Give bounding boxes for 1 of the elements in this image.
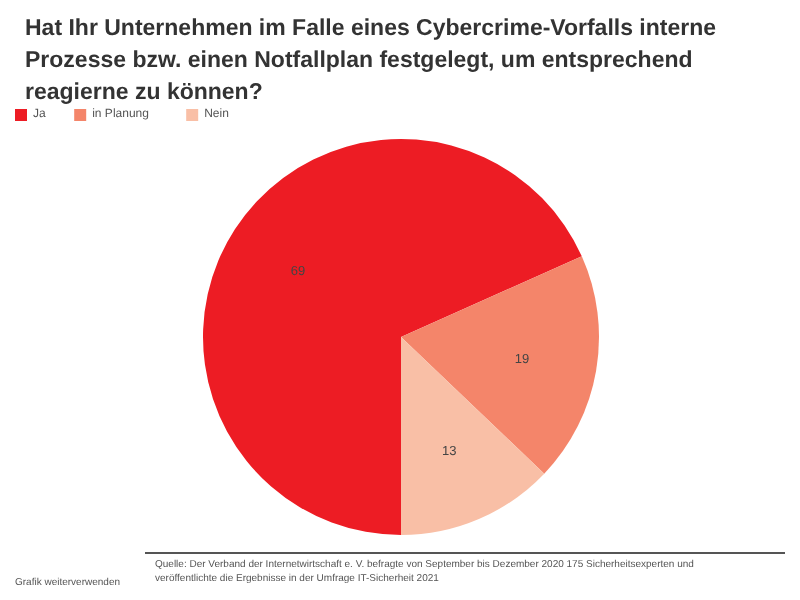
chart-title: Hat Ihr Unternehmen im Falle eines Cybercrime-Vorfalls interne Prozesse bzw. einen Notfallplan festgelegt, um entsprechend reagierne zu können?	[25, 17, 717, 105]
